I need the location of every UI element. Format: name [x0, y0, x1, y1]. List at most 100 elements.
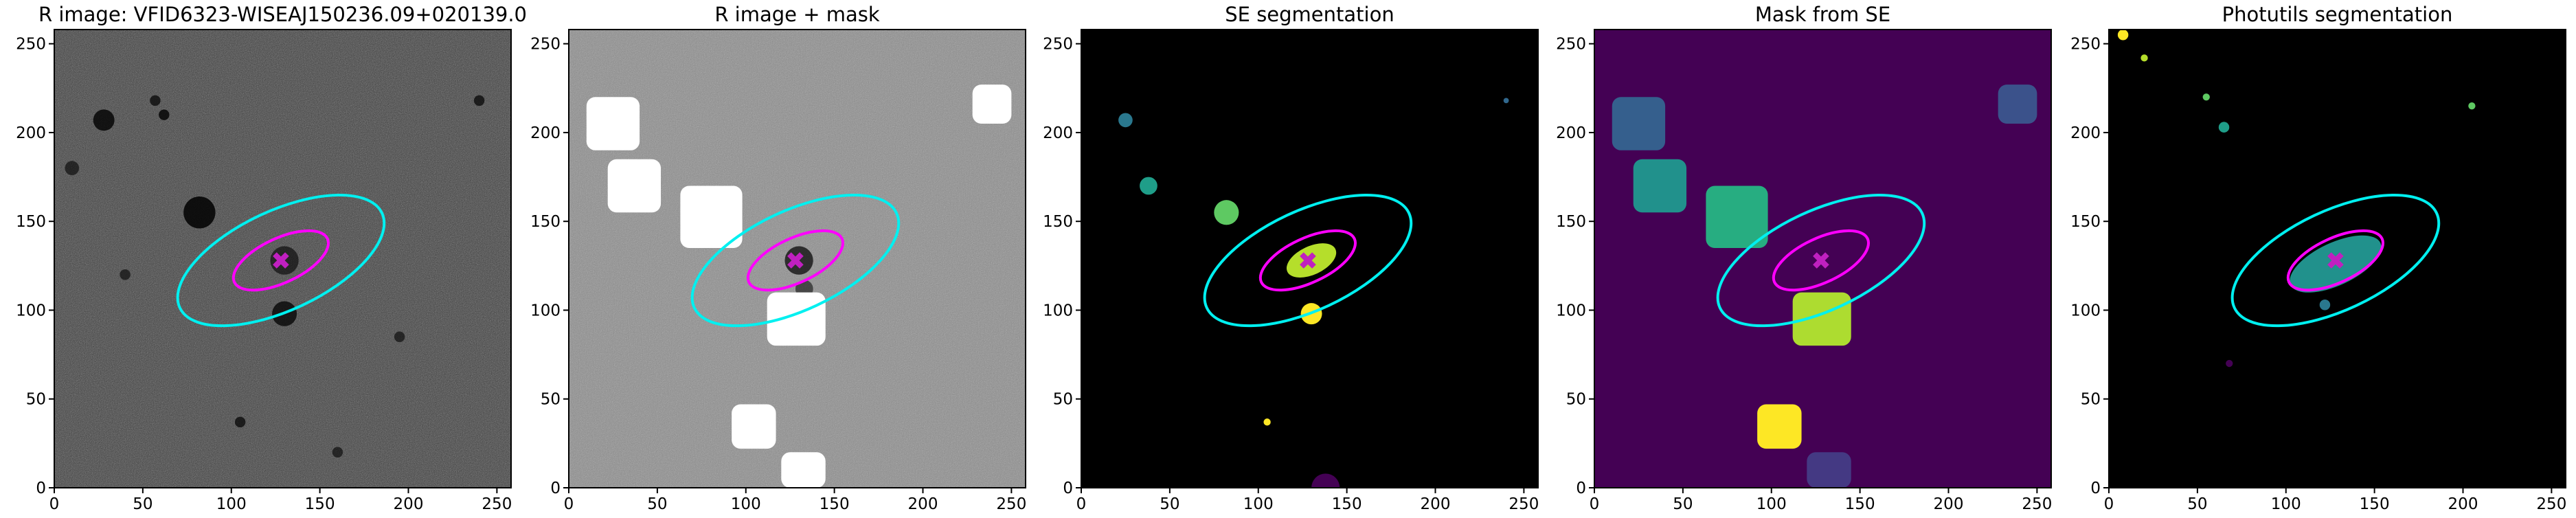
- outer-ellipse: [673, 168, 917, 353]
- x-tick-label: 50: [647, 495, 667, 513]
- center-marker: [1300, 252, 1316, 269]
- y-tick-label: 250: [16, 36, 46, 54]
- y-tick-label: 250: [1556, 36, 1586, 54]
- x-tick-label: 50: [2187, 495, 2207, 513]
- mask-region: [781, 452, 826, 488]
- y-tick-label: 150: [1043, 213, 1073, 231]
- y-tick-label: 50: [26, 391, 46, 409]
- panel: SE segmentation 0 50 100 150 200 250 0 50 100 150 2…: [1043, 3, 1539, 513]
- mask-region: [1706, 185, 1768, 248]
- center-marker: [273, 252, 289, 269]
- source: [2117, 30, 2129, 41]
- y-tick-label: 200: [530, 124, 561, 142]
- source: [150, 95, 161, 106]
- y-tick-label: 200: [16, 124, 46, 142]
- x-tick-label: 100: [2271, 495, 2301, 513]
- y-tick-label: 150: [1556, 213, 1586, 231]
- axes-frame: [1594, 29, 2052, 488]
- x-tick-label: 50: [1673, 495, 1693, 513]
- axes-frame: [54, 29, 512, 488]
- panel-title: SE segmentation: [1225, 3, 1394, 26]
- x-tick-label: 150: [1845, 495, 1875, 513]
- mask-region: [1998, 85, 2037, 124]
- image: [569, 30, 1026, 488]
- source: [2140, 54, 2148, 62]
- source: [1140, 177, 1157, 195]
- x-tick-label: 200: [394, 495, 424, 513]
- x-tick-label: 50: [133, 495, 152, 513]
- mask-region: [680, 185, 743, 248]
- y-tick-label: 100: [16, 302, 46, 319]
- y-tick-label: 200: [2070, 124, 2101, 142]
- y-tick-label: 50: [1053, 391, 1073, 409]
- x-tick-label: 0: [564, 495, 574, 513]
- mask-region: [586, 97, 640, 150]
- panel: Mask from SE 0 50 100 150 200 250 0 50 100 150 200 2…: [1556, 3, 2052, 513]
- panel-title: Mask from SE: [1755, 3, 1890, 26]
- x-tick-label: 200: [1934, 495, 1964, 513]
- x-tick-label: 100: [1243, 495, 1274, 513]
- mask-region: [607, 159, 662, 213]
- source: [1263, 418, 1271, 426]
- x-tick-label: 250: [996, 495, 1026, 513]
- outer-ellipse: [159, 168, 403, 353]
- mask-region: [1633, 159, 1687, 213]
- mask-region: [1757, 404, 1802, 449]
- source: [1503, 98, 1509, 104]
- outer-ellipse: [1186, 168, 1430, 353]
- y-tick-label: 0: [2090, 480, 2101, 497]
- y-tick-label: 250: [1043, 36, 1073, 54]
- inner-ellipse: [1252, 218, 1364, 302]
- x-tick-label: 0: [2104, 495, 2114, 513]
- panel: Photutils segmentation 0 50 100 150 200 250 0 50…: [2070, 3, 2566, 513]
- y-tick-label: 200: [1043, 124, 1073, 142]
- y-tick-label: 100: [1556, 302, 1586, 319]
- source: [2218, 122, 2230, 133]
- x-tick-label: 250: [2022, 495, 2052, 513]
- x-tick-label: 0: [1076, 495, 1087, 513]
- axes-frame: [2108, 29, 2566, 488]
- x-tick-label: 150: [2360, 495, 2390, 513]
- source: [1311, 473, 1340, 488]
- x-tick-label: 250: [1509, 495, 1539, 513]
- y-tick-label: 50: [2081, 391, 2101, 409]
- source: [93, 109, 115, 131]
- y-tick-label: 100: [530, 302, 561, 319]
- source: [1214, 200, 1239, 225]
- mask-region: [1807, 452, 1851, 488]
- source: [2319, 299, 2331, 311]
- axes-frame: [1081, 29, 1539, 488]
- source: [332, 447, 343, 458]
- source: [2468, 102, 2476, 110]
- source: [1118, 113, 1133, 128]
- y-tick-label: 50: [1566, 391, 1586, 409]
- y-tick-label: 150: [530, 213, 561, 231]
- data-layer: [1118, 98, 1509, 488]
- data-layer: [1612, 85, 2037, 488]
- x-tick-label: 100: [1756, 495, 1787, 513]
- y-tick-label: 0: [550, 480, 561, 497]
- source: [65, 161, 80, 175]
- mask-region: [1612, 97, 1666, 150]
- outer-ellipse: [2213, 168, 2457, 353]
- x-tick-label: 150: [305, 495, 335, 513]
- source: [120, 269, 131, 280]
- y-tick-label: 200: [1556, 124, 1586, 142]
- y-tick-label: 100: [2070, 302, 2101, 319]
- mask-region: [1792, 292, 1851, 346]
- inner-ellipse: [1765, 218, 1877, 302]
- x-tick-label: 200: [1421, 495, 1451, 513]
- x-tick-label: 100: [731, 495, 761, 513]
- center-marker: [2327, 252, 2344, 269]
- y-tick-label: 250: [530, 36, 561, 54]
- mask-region: [972, 85, 1012, 124]
- y-tick-label: 50: [541, 391, 561, 409]
- x-tick-label: 150: [1332, 495, 1362, 513]
- inner-ellipse: [225, 218, 337, 302]
- source: [473, 95, 485, 106]
- x-tick-label: 50: [1160, 495, 1179, 513]
- x-tick-label: 250: [482, 495, 512, 513]
- inner-ellipse: [740, 218, 852, 302]
- y-tick-label: 100: [1043, 302, 1073, 319]
